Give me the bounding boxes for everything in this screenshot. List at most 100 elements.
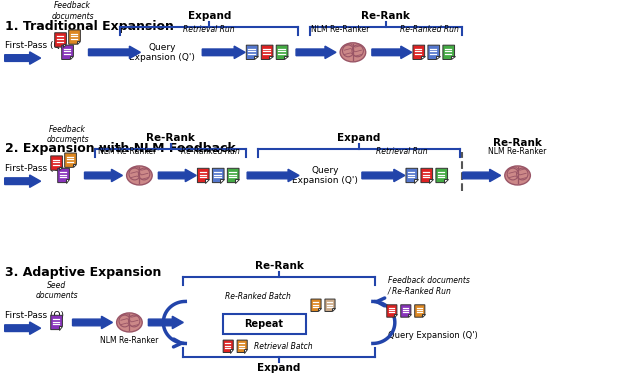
Polygon shape bbox=[414, 179, 418, 182]
Polygon shape bbox=[236, 179, 239, 182]
Text: Query Expansion (Q'): Query Expansion (Q') bbox=[388, 331, 477, 340]
FancyArrow shape bbox=[463, 169, 500, 182]
Ellipse shape bbox=[516, 168, 528, 180]
Polygon shape bbox=[197, 168, 209, 182]
Text: Seed
documents: Seed documents bbox=[35, 281, 78, 300]
Ellipse shape bbox=[129, 168, 140, 180]
Text: Feedback documents
/ Re-Ranked Run: Feedback documents / Re-Ranked Run bbox=[388, 276, 470, 296]
FancyArrow shape bbox=[158, 169, 196, 182]
Text: Re-Rank: Re-Rank bbox=[255, 261, 303, 271]
FancyArrow shape bbox=[72, 316, 113, 329]
FancyArrow shape bbox=[84, 169, 122, 182]
Polygon shape bbox=[244, 349, 247, 352]
Text: First-Pass (Q): First-Pass (Q) bbox=[4, 41, 64, 50]
Polygon shape bbox=[413, 45, 424, 60]
Polygon shape bbox=[223, 340, 233, 352]
Text: NLM Re-Ranker: NLM Re-Ranker bbox=[98, 147, 157, 156]
Polygon shape bbox=[72, 164, 76, 167]
Polygon shape bbox=[59, 166, 63, 170]
Polygon shape bbox=[65, 153, 76, 167]
Polygon shape bbox=[220, 179, 224, 182]
Polygon shape bbox=[284, 56, 288, 60]
Ellipse shape bbox=[127, 166, 152, 185]
Polygon shape bbox=[421, 56, 424, 60]
FancyArrow shape bbox=[372, 46, 412, 58]
FancyArrow shape bbox=[296, 46, 336, 58]
Polygon shape bbox=[254, 56, 258, 60]
Text: First-Pass (Q): First-Pass (Q) bbox=[4, 164, 64, 173]
Polygon shape bbox=[429, 179, 433, 182]
Text: Retrieval Run: Retrieval Run bbox=[184, 25, 235, 34]
Polygon shape bbox=[66, 179, 69, 182]
Text: Feedback
documents: Feedback documents bbox=[51, 2, 94, 21]
Ellipse shape bbox=[352, 45, 364, 57]
Polygon shape bbox=[61, 45, 74, 60]
Polygon shape bbox=[276, 45, 288, 60]
Text: NLM Re-Ranker: NLM Re-Ranker bbox=[311, 25, 369, 34]
Polygon shape bbox=[230, 349, 233, 352]
Ellipse shape bbox=[119, 315, 131, 327]
FancyArrow shape bbox=[88, 46, 140, 58]
Polygon shape bbox=[401, 305, 411, 317]
Polygon shape bbox=[261, 45, 273, 60]
Text: Retrieval Batch: Retrieval Batch bbox=[254, 342, 313, 351]
Text: Re-Ranked Run: Re-Ranked Run bbox=[401, 25, 459, 34]
Polygon shape bbox=[59, 326, 63, 329]
Polygon shape bbox=[237, 340, 247, 352]
Text: Expand: Expand bbox=[188, 11, 231, 21]
Polygon shape bbox=[428, 45, 440, 60]
Polygon shape bbox=[51, 315, 63, 329]
Polygon shape bbox=[415, 305, 425, 317]
Text: Query
Expansion (Q'): Query Expansion (Q') bbox=[129, 43, 195, 62]
Polygon shape bbox=[318, 308, 321, 312]
Polygon shape bbox=[451, 56, 454, 60]
Text: First-Pass (Q): First-Pass (Q) bbox=[4, 311, 64, 320]
Text: Query
Expansion (Q'): Query Expansion (Q') bbox=[292, 166, 358, 185]
Polygon shape bbox=[394, 314, 397, 317]
FancyArrow shape bbox=[4, 175, 40, 187]
Polygon shape bbox=[421, 168, 433, 182]
Polygon shape bbox=[227, 168, 239, 182]
Polygon shape bbox=[70, 56, 74, 60]
Ellipse shape bbox=[505, 166, 531, 185]
Polygon shape bbox=[51, 156, 63, 170]
Polygon shape bbox=[444, 179, 447, 182]
FancyArrow shape bbox=[362, 169, 405, 182]
Ellipse shape bbox=[116, 313, 142, 332]
Polygon shape bbox=[58, 168, 69, 182]
Polygon shape bbox=[436, 168, 447, 182]
Text: Re-Ranked Run: Re-Ranked Run bbox=[181, 147, 239, 156]
Ellipse shape bbox=[342, 45, 354, 57]
Polygon shape bbox=[332, 308, 335, 312]
Polygon shape bbox=[212, 168, 224, 182]
Text: 2. Expansion with NLM Feedback: 2. Expansion with NLM Feedback bbox=[4, 142, 236, 155]
FancyBboxPatch shape bbox=[223, 314, 305, 335]
FancyArrow shape bbox=[4, 322, 40, 335]
Text: 3. Adaptive Expansion: 3. Adaptive Expansion bbox=[4, 266, 161, 279]
FancyArrow shape bbox=[148, 316, 183, 329]
Text: 1. Traditional Expansion: 1. Traditional Expansion bbox=[4, 20, 173, 33]
Text: Re-Rank: Re-Rank bbox=[147, 133, 195, 143]
Polygon shape bbox=[77, 40, 81, 44]
Ellipse shape bbox=[138, 168, 150, 180]
Text: Repeat: Repeat bbox=[244, 319, 284, 329]
Text: Feedback
documents: Feedback documents bbox=[46, 124, 89, 144]
Polygon shape bbox=[406, 168, 418, 182]
Text: Expand: Expand bbox=[257, 363, 301, 373]
Text: Re-Rank: Re-Rank bbox=[493, 138, 542, 148]
Polygon shape bbox=[325, 299, 335, 312]
Ellipse shape bbox=[340, 43, 365, 62]
Text: NLM Re-Ranker: NLM Re-Ranker bbox=[488, 147, 547, 156]
Polygon shape bbox=[408, 314, 411, 317]
Text: Re-Ranked Batch: Re-Ranked Batch bbox=[225, 293, 291, 301]
Polygon shape bbox=[311, 299, 321, 312]
Ellipse shape bbox=[507, 168, 518, 180]
Polygon shape bbox=[55, 33, 67, 47]
FancyArrow shape bbox=[4, 52, 40, 64]
Text: Re-Rank: Re-Rank bbox=[362, 11, 410, 21]
Polygon shape bbox=[205, 179, 209, 182]
Polygon shape bbox=[68, 30, 81, 44]
FancyArrow shape bbox=[247, 169, 299, 182]
Text: NLM Re-Ranker: NLM Re-Ranker bbox=[100, 336, 159, 345]
Text: Retrieval Run: Retrieval Run bbox=[376, 147, 428, 156]
